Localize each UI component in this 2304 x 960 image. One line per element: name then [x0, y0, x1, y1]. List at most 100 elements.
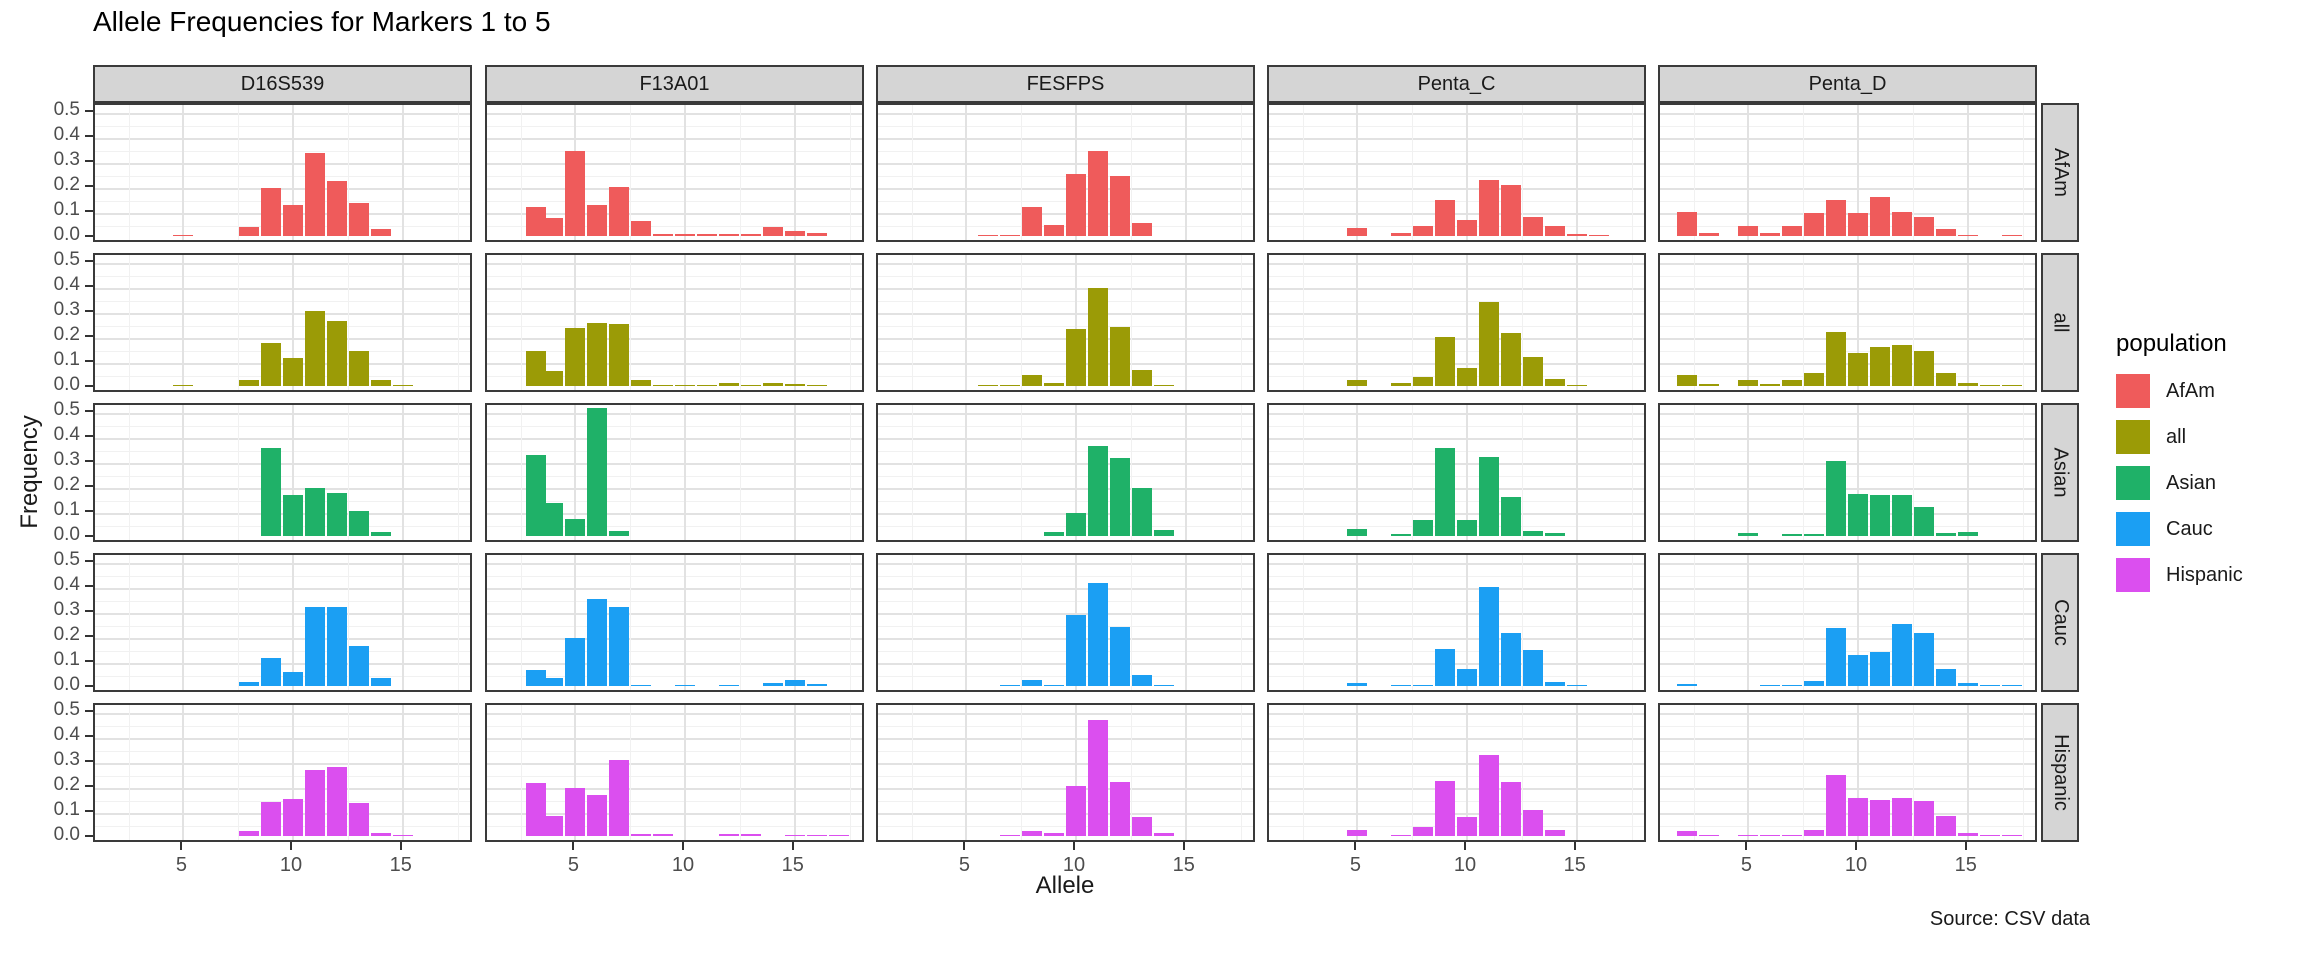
facet-panel — [485, 403, 864, 542]
gridline-h — [1660, 413, 2035, 415]
gridline-h — [1660, 175, 2035, 177]
gridline-h — [1660, 150, 2035, 152]
gridline-v — [1466, 105, 1469, 240]
gridline-h — [878, 663, 1253, 665]
gridline-v — [1521, 255, 1523, 390]
bar — [2002, 685, 2022, 686]
gridline-h — [878, 263, 1253, 265]
x-tick-mark — [180, 842, 183, 850]
gridline-h — [1660, 213, 2035, 215]
gridline-h — [1269, 813, 1644, 815]
bar — [1000, 685, 1020, 686]
gridline-h — [1269, 200, 1644, 202]
gridline-v — [1575, 105, 1578, 240]
gridline-h — [878, 463, 1253, 465]
gridline-v — [1184, 555, 1187, 690]
gridline-h — [1660, 275, 2035, 277]
gridline-h — [1660, 513, 2035, 515]
bar — [1826, 628, 1846, 686]
bar — [239, 227, 259, 236]
bar — [1677, 212, 1697, 236]
gridline-v — [849, 255, 851, 390]
gridline-h — [1660, 750, 2035, 752]
gridline-h — [1269, 713, 1644, 715]
y-tick-mark — [85, 160, 93, 162]
gridline-h — [878, 788, 1253, 790]
bar — [173, 235, 193, 236]
gridline-h — [1269, 213, 1644, 215]
y-tick-label: 0.4 — [53, 424, 80, 445]
bar — [261, 448, 281, 536]
bar — [1892, 798, 1912, 836]
gridline-h — [487, 625, 862, 627]
bar — [1936, 669, 1956, 686]
gridline-v — [1857, 255, 1860, 390]
bar — [1435, 337, 1455, 386]
bar — [1892, 495, 1912, 536]
gridline-v — [1240, 105, 1242, 240]
bar — [1677, 831, 1697, 836]
gridline-h — [1269, 638, 1644, 640]
bar — [697, 234, 717, 236]
gridline-h — [1269, 175, 1644, 177]
gridline-h — [95, 313, 470, 315]
y-tick-mark — [85, 585, 93, 587]
bar — [1110, 458, 1130, 536]
gridline-h — [95, 525, 470, 527]
x-tick-mark — [572, 842, 575, 850]
gridline-h — [95, 350, 470, 352]
bar — [261, 343, 281, 386]
bar — [1413, 685, 1433, 686]
gridline-v — [2022, 105, 2024, 240]
gridline-h — [95, 138, 470, 140]
y-tick-mark — [85, 360, 93, 362]
gridline-h — [1269, 425, 1644, 427]
bar — [1848, 655, 1868, 686]
gridline-h — [878, 513, 1253, 515]
legend-key-label: AfAm — [2166, 379, 2215, 402]
gridline-h — [95, 450, 470, 452]
gridline-h — [1660, 713, 2035, 715]
bar — [1457, 368, 1477, 386]
gridline-v — [1356, 255, 1359, 390]
bar — [719, 383, 739, 386]
gridline-h — [878, 638, 1253, 640]
bar — [785, 835, 805, 836]
gridline-v — [1966, 555, 1969, 690]
bar — [349, 803, 369, 836]
bar — [1760, 233, 1780, 236]
bar — [1044, 383, 1064, 386]
legend-key-swatch — [2116, 466, 2150, 500]
gridline-v — [1240, 705, 1242, 840]
gridline-h — [95, 638, 470, 640]
gridline-h — [95, 125, 470, 127]
y-tick-mark — [85, 310, 93, 312]
bar — [526, 207, 546, 236]
gridline-h — [878, 425, 1253, 427]
y-tick-mark — [85, 535, 93, 537]
gridline-h — [1269, 450, 1644, 452]
gridline-v — [182, 255, 185, 390]
bar — [1567, 234, 1587, 236]
gridline-h — [95, 213, 470, 215]
gridline-h — [878, 650, 1253, 652]
facet-panel — [1267, 403, 1646, 542]
bar — [305, 770, 325, 836]
gridline-h — [1660, 363, 2035, 365]
gridline-h — [1660, 313, 2035, 315]
bar — [1870, 495, 1890, 536]
gridline-h — [878, 438, 1253, 440]
bar — [543, 816, 563, 836]
gridline-h — [1269, 150, 1644, 152]
gridline-h — [487, 763, 862, 765]
gridline-h — [1660, 525, 2035, 527]
gridline-h — [487, 450, 862, 452]
bar — [239, 682, 259, 686]
gridline-h — [1269, 350, 1644, 352]
gridline-v — [684, 705, 687, 840]
bar — [1110, 782, 1130, 836]
gridline-v — [1912, 705, 1914, 840]
gridline-h — [1660, 463, 2035, 465]
bar — [1000, 385, 1020, 386]
gridline-v — [1631, 555, 1633, 690]
